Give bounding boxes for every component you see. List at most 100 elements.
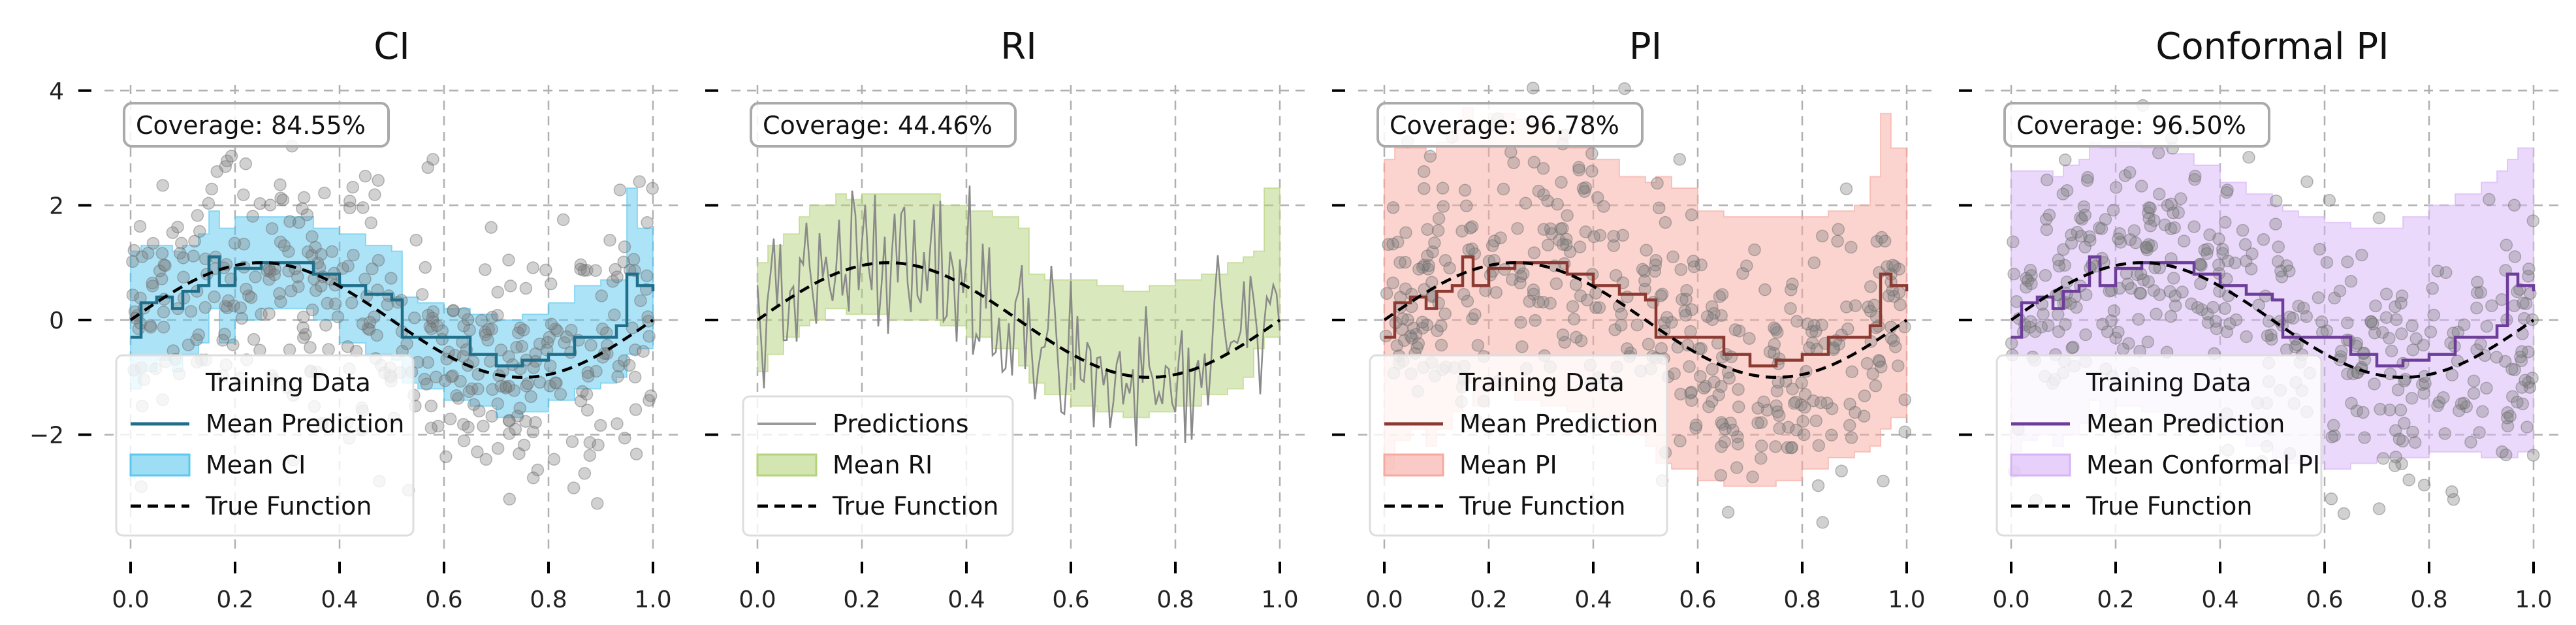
data-point — [2500, 238, 2513, 252]
data-point — [2125, 281, 2138, 295]
data-point — [426, 153, 439, 166]
data-point — [499, 380, 512, 393]
data-point — [362, 323, 376, 336]
data-point — [2408, 436, 2422, 449]
data-point — [578, 467, 592, 480]
data-point — [1550, 277, 1563, 291]
data-point — [486, 383, 499, 396]
data-point — [2505, 390, 2519, 403]
data-point — [2065, 236, 2078, 250]
data-point — [1757, 395, 1770, 409]
data-point — [577, 264, 590, 277]
data-point — [1715, 288, 1729, 301]
data-point — [2201, 242, 2214, 256]
data-point — [296, 321, 310, 334]
legend-label: Predictions — [833, 409, 969, 438]
data-point — [2292, 299, 2305, 313]
legend-entry: Mean Prediction — [2011, 409, 2285, 438]
data-point — [175, 236, 188, 250]
data-point — [1527, 155, 1541, 169]
data-point — [1809, 414, 1822, 428]
data-point — [2498, 355, 2512, 368]
data-point — [2029, 325, 2042, 338]
data-point — [262, 273, 276, 286]
data-point — [1751, 402, 1764, 415]
data-point — [2327, 419, 2340, 432]
data-point — [237, 237, 251, 251]
data-point — [385, 272, 398, 285]
data-point — [227, 338, 240, 351]
data-point — [2473, 426, 2486, 439]
data-point — [2269, 217, 2282, 231]
data-point — [426, 312, 439, 325]
data-point — [2201, 307, 2214, 321]
data-point — [2480, 381, 2493, 395]
data-point — [192, 328, 205, 342]
data-point — [473, 404, 486, 418]
data-point — [2142, 212, 2155, 225]
data-point — [1545, 227, 1559, 240]
data-point — [2315, 315, 2329, 329]
data-point — [2507, 299, 2521, 313]
y-tick-label: 0 — [49, 308, 64, 334]
data-point — [2501, 411, 2514, 425]
data-point — [618, 240, 631, 253]
data-point — [1405, 332, 1419, 345]
data-point — [1661, 311, 1674, 324]
data-point — [479, 263, 492, 276]
data-point — [1725, 350, 1738, 364]
data-point — [445, 370, 458, 383]
data-point — [2218, 302, 2232, 315]
legend-label: Mean Prediction — [2086, 409, 2285, 438]
data-point — [442, 345, 455, 359]
data-point — [1798, 400, 1811, 414]
data-point — [543, 330, 556, 344]
data-point — [1694, 258, 1708, 272]
data-point — [1556, 329, 1570, 342]
data-point — [2445, 485, 2458, 498]
data-point — [2522, 270, 2535, 283]
data-point — [2142, 238, 2155, 251]
data-point — [517, 323, 530, 337]
data-point — [1397, 334, 1411, 347]
data-point — [1576, 182, 1590, 195]
data-point — [1455, 225, 1469, 238]
data-point — [1526, 82, 1540, 95]
data-point — [2210, 322, 2223, 336]
data-point — [2164, 310, 2178, 323]
data-point — [278, 239, 291, 252]
data-point — [1860, 357, 1874, 370]
data-point — [2522, 376, 2535, 389]
data-point — [2416, 377, 2429, 391]
data-point — [611, 270, 624, 283]
data-point — [1439, 254, 1452, 267]
data-point — [611, 370, 624, 383]
data-point — [1760, 404, 1774, 417]
data-point — [2221, 289, 2235, 302]
data-point — [1435, 319, 1448, 332]
coverage-box: Coverage: 96.78% — [1376, 102, 1644, 148]
data-point — [1748, 243, 1761, 257]
data-point — [2187, 220, 2201, 233]
data-point — [1721, 366, 1735, 379]
data-point — [1771, 405, 1784, 419]
data-point — [1652, 201, 1666, 215]
data-point — [1878, 234, 1892, 248]
data-point — [2040, 173, 2054, 187]
data-point — [1589, 301, 1602, 314]
data-point — [2212, 232, 2225, 246]
legend-label: Mean Prediction — [1459, 409, 1658, 438]
data-point — [1700, 310, 1714, 323]
data-point — [1789, 395, 1802, 409]
x-tick-label: 0.8 — [1156, 586, 1194, 613]
data-point — [1740, 259, 1753, 272]
data-point — [264, 199, 277, 212]
data-point — [2431, 399, 2444, 413]
legend-entry: Mean Prediction — [1384, 409, 1658, 438]
data-point — [1380, 287, 1393, 300]
legend: Predictions Mean RI True Function — [742, 395, 1014, 537]
data-point — [2238, 238, 2252, 251]
data-point — [1421, 249, 1434, 263]
data-point — [1511, 222, 1524, 235]
data-point — [2142, 275, 2155, 288]
